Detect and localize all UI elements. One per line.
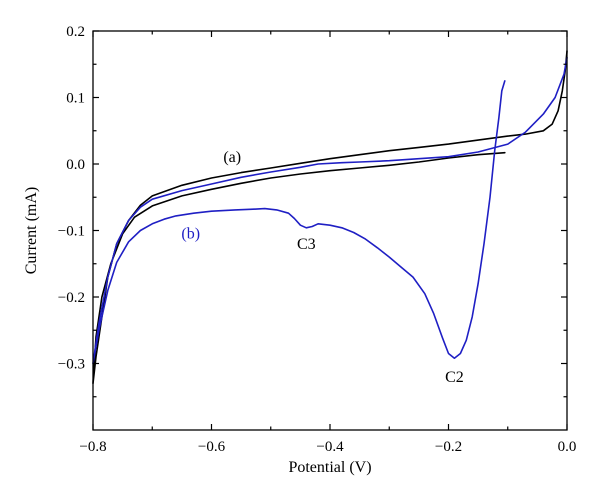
x-tick-label: −0.8 <box>79 439 106 455</box>
x-tick-label: −0.2 <box>435 439 462 455</box>
tick-labels-layer: −0.8 −0.6 −0.4 −0.2 0.0 0.2 0.1 0.0 −0.1 −0.2 −0.3 <box>58 24 577 455</box>
x-tick-label: 0.0 <box>558 439 577 455</box>
series-line-a <box>92 50 568 385</box>
y-tick-label: −0.1 <box>58 224 85 240</box>
annotation-b: (b) <box>181 225 200 242</box>
y-tick-label: −0.3 <box>58 357 85 373</box>
y-axis-label: Current (mA) <box>23 187 40 275</box>
y-tick-label: 0.0 <box>66 157 85 173</box>
y-tick-label: −0.2 <box>58 290 85 306</box>
x-tick-label: −0.6 <box>198 439 226 455</box>
x-axis-label: Potential (V) <box>288 459 371 476</box>
series-layer <box>92 50 568 385</box>
annotations-layer: (a) (b) C3 C2 <box>181 149 463 386</box>
series-line-b <box>92 56 568 365</box>
plot-frame <box>92 30 568 431</box>
x-tick-label: −0.4 <box>316 439 344 455</box>
annotation-a: (a) <box>223 149 241 166</box>
y-tick-label: 0.1 <box>66 91 85 107</box>
annotation-c2: C2 <box>445 369 464 386</box>
annotation-c3: C3 <box>297 236 316 253</box>
y-tick-label: 0.2 <box>66 24 85 40</box>
ticks-layer <box>92 30 568 430</box>
